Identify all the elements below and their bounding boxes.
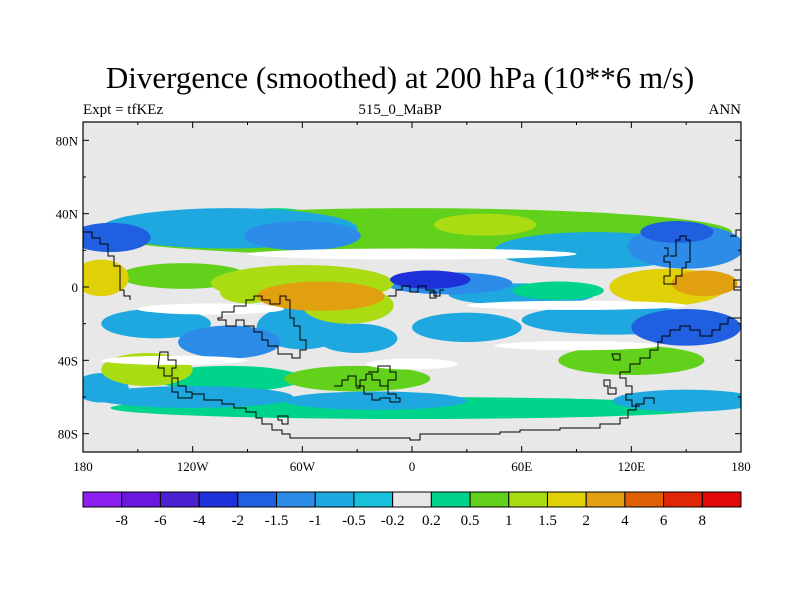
season-label: ANN: [708, 102, 742, 118]
near-zero-band: [494, 341, 659, 351]
contour-region: [613, 389, 741, 412]
colorbar-swatch: [508, 491, 548, 508]
colorbar-swatch: [392, 491, 432, 508]
colorbar-label: -0.5: [342, 513, 366, 529]
contour-region: [631, 309, 741, 346]
coastline-segment: [217, 295, 307, 359]
coastline-segment: [334, 373, 401, 403]
contour-region: [512, 281, 604, 300]
lon-tick-label: 0: [409, 459, 416, 474]
case-label: 515_0_MaBP: [358, 102, 442, 118]
colorbar-swatch: [663, 491, 703, 508]
near-zero-band: [466, 300, 687, 310]
axis-ticks: 180 120W 60W 0 60E 120E 180 80N 40N 0 40S 80S: [56, 122, 751, 474]
near-zero-band: [137, 303, 285, 315]
colorbar: -8 -6 -4 -2 -1.5 -1 -0.5 -0.2 0.2 0.5 1 1.5 2 4 6 8: [82, 491, 742, 529]
colorbar-swatch: [353, 491, 394, 508]
coastline-segment: [603, 379, 617, 395]
colorbar-swatch: [159, 491, 200, 508]
coastline-segment: [733, 279, 741, 291]
coastline-segment: [277, 415, 289, 425]
coastline-segment: [388, 285, 444, 297]
lat-tick-label: 40S: [58, 353, 78, 368]
lat-tick-label: 80N: [56, 133, 79, 148]
colorbar-swatch: [314, 491, 355, 508]
colorbar-label: -4: [193, 513, 206, 529]
coastline-segment: [83, 231, 131, 300]
colorbar-swatch: [585, 491, 626, 508]
lat-tick-label: 40N: [56, 207, 79, 222]
colorbar-swatch: [276, 491, 316, 508]
coastline-segment: [157, 351, 177, 377]
contour-region: [558, 345, 705, 376]
contour-region: [284, 391, 467, 410]
plot-title: Divergence (smoothed) at 200 hPa (10**6 …: [105, 60, 695, 95]
contour-region: [92, 386, 294, 408]
near-zero-band: [366, 358, 458, 370]
coastline-segment: [663, 235, 691, 285]
lon-tick-label: 180: [73, 459, 93, 474]
colorbar-label: -1: [309, 513, 322, 529]
contour-region: [178, 325, 281, 359]
colorbar-swatch: [469, 491, 510, 508]
lon-tick-label: 120E: [618, 459, 646, 474]
contour-region: [256, 281, 385, 311]
colorbar-label: 1: [505, 513, 513, 529]
contour-region: [156, 365, 303, 392]
lon-tick-label: 180: [731, 459, 751, 474]
coastlines: [83, 229, 741, 441]
contour-region: [83, 222, 151, 253]
divergence-field: [83, 122, 741, 452]
colorbar-swatch: [198, 491, 239, 508]
colorbar-swatch: [430, 491, 471, 508]
colorbar-label: 6: [660, 513, 668, 529]
colorbar-swatch: [624, 491, 665, 508]
near-zero-band: [247, 248, 577, 260]
colorbar-label: 1.5: [538, 513, 557, 529]
contour-region: [433, 213, 537, 236]
colorbar-swatch: [237, 491, 278, 508]
colorbar-label: 0.2: [422, 513, 441, 529]
coastline-segment: [429, 291, 437, 299]
lon-tick-label: 60E: [511, 459, 532, 474]
colorbar-swatch: [121, 491, 161, 508]
coastline-segment: [620, 317, 741, 373]
coastline-segment: [619, 372, 640, 407]
experiment-label: Expt = tfKEz: [83, 102, 164, 118]
colorbar-swatch: [701, 491, 742, 508]
coastline-segment: [192, 393, 655, 441]
colorbar-label: -2: [232, 513, 245, 529]
colorbar-label: -0.2: [381, 513, 405, 529]
coastline-segment: [611, 353, 621, 361]
contour-region: [316, 323, 398, 354]
colorbar-label: 4: [621, 513, 629, 529]
contour-region: [83, 259, 129, 297]
colorbar-swatch: [546, 491, 587, 508]
lon-tick-label: 60W: [290, 459, 316, 474]
colorbar-label: 8: [699, 513, 707, 529]
colorbar-swatch: [82, 491, 123, 508]
colorbar-label: -6: [154, 513, 167, 529]
lat-tick-label: 0: [72, 280, 79, 295]
contour-region: [243, 221, 361, 251]
contour-region: [390, 270, 471, 289]
contour-region: [101, 309, 211, 339]
coastline-segment: [730, 229, 741, 237]
lat-tick-label: 80S: [58, 427, 78, 442]
colorbar-label: -1.5: [265, 513, 289, 529]
coastline-segment: [368, 365, 397, 387]
colorbar-label: -8: [115, 513, 128, 529]
contour-region: [412, 312, 522, 343]
contour-region: [671, 270, 738, 297]
colorbar-label: 2: [582, 513, 590, 529]
coastline-segment: [171, 377, 193, 399]
colorbar-label: 0.5: [461, 513, 480, 529]
lon-tick-label: 120W: [177, 459, 210, 474]
contour-region: [640, 221, 714, 243]
